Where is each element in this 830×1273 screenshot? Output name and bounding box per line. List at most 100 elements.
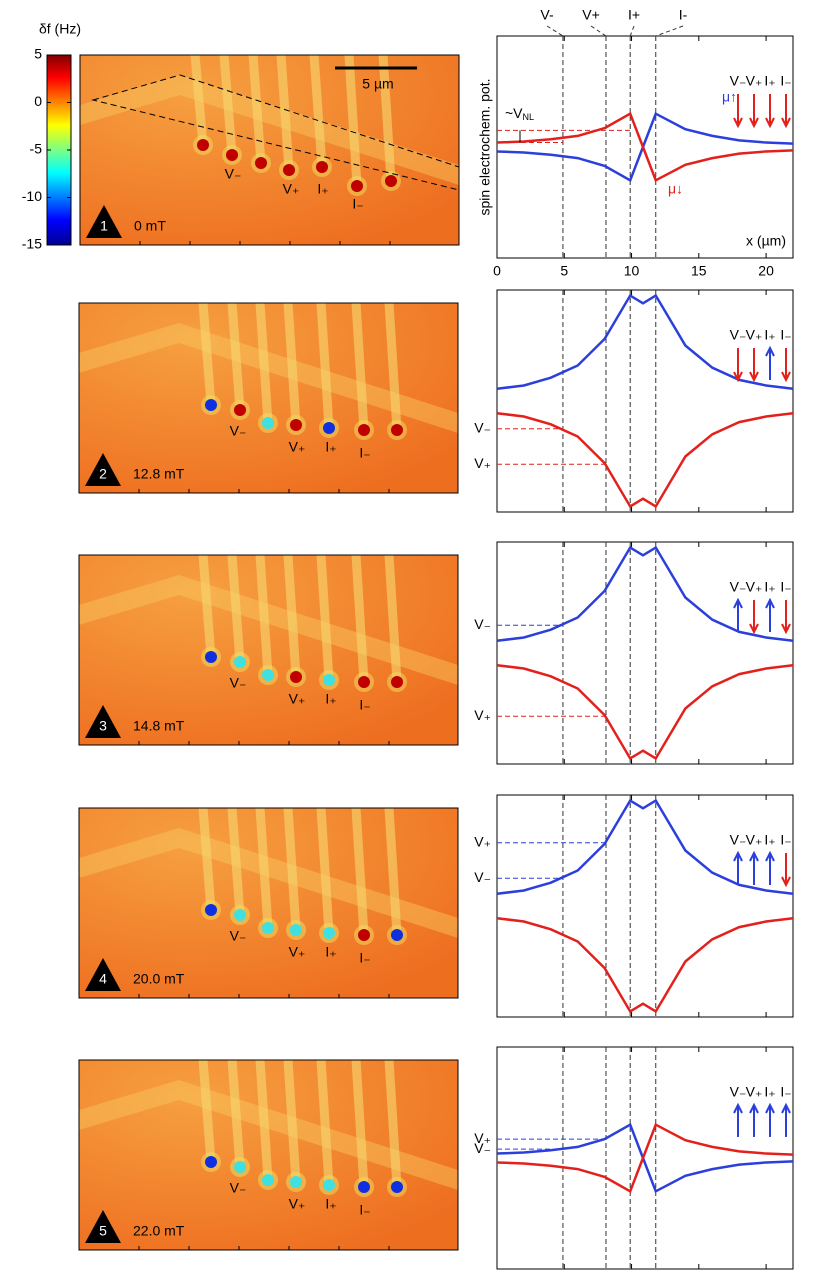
contact-label: I₊: [317, 181, 328, 197]
contact-label: I₋: [359, 950, 370, 966]
plot-frame: [496, 1046, 794, 1270]
contact-label: V₋: [225, 166, 242, 182]
contact-label: I₊: [325, 944, 336, 960]
contact-dot: [205, 1156, 217, 1168]
contact-dot: [391, 1181, 403, 1193]
panel-number: 4: [99, 971, 107, 987]
spin-arrow-head: [781, 371, 791, 383]
lead: [283, 1059, 301, 1183]
arrow-label: V₋: [730, 579, 747, 595]
lead: [351, 807, 369, 936]
curve-mu-up: [496, 293, 794, 391]
lead: [309, 54, 327, 168]
arrow-label: V₋: [730, 1084, 747, 1100]
contact-dot: [358, 1181, 370, 1193]
contact-label: V₋: [230, 423, 247, 439]
arrow-label: V₋: [730, 327, 747, 343]
contact-leader: [655, 25, 684, 37]
contact-dot: [262, 417, 274, 429]
lead: [283, 807, 301, 931]
reading-label: V₋: [474, 419, 491, 435]
lead: [316, 554, 334, 681]
contact-dot: [197, 139, 209, 151]
reading-label: V₊: [474, 833, 491, 849]
reading-label: V₋: [474, 869, 491, 885]
lead: [198, 807, 216, 911]
contact-label: V₊: [289, 1196, 306, 1212]
spin-arrow-head: [765, 850, 775, 862]
contact-dot: [316, 161, 328, 173]
contact-label: V₋: [230, 928, 247, 944]
lead: [351, 1059, 369, 1188]
contact-dot: [323, 674, 335, 686]
lead: [227, 554, 245, 663]
curve-mu-down: [496, 411, 794, 509]
contact-dot: [323, 1179, 335, 1191]
contact-dot: [226, 149, 238, 161]
spin-arrow-head: [749, 1102, 759, 1114]
arrow-label: I₋: [780, 327, 791, 343]
contact-label: I₋: [359, 697, 370, 713]
curve-mu-up: [496, 798, 794, 896]
panel-badge: [85, 1210, 121, 1243]
curve-mu-up: [496, 545, 794, 643]
field-label: 22.0 mT: [133, 1223, 185, 1239]
colorbar-tick-label: -15: [22, 236, 42, 252]
reading-label: V₊: [474, 1130, 491, 1146]
contact-dot: [290, 924, 302, 936]
contact-label: V₊: [283, 181, 300, 197]
image-frame: [78, 302, 459, 494]
reading-label: V₊: [474, 455, 491, 471]
arrow-label: V₋: [730, 73, 747, 89]
curve-label-down: μ↓: [668, 181, 683, 197]
contact-label: V₊: [289, 691, 306, 707]
panel-badge: [86, 205, 122, 238]
curve-mu-down: [496, 916, 794, 1014]
spin-arrow-head: [733, 1102, 743, 1114]
arrow-label: V₋: [730, 832, 747, 848]
spin-arrow-head: [765, 1102, 775, 1114]
lead: [384, 302, 402, 431]
lead: [227, 1059, 245, 1168]
contact-dot: [234, 656, 246, 668]
field-label: 14.8 mT: [133, 718, 185, 734]
spin-arrow-head: [733, 597, 743, 609]
arrow-label: I₋: [780, 832, 791, 848]
spin-arrow-head: [749, 371, 759, 383]
spin-arrow-head: [733, 371, 743, 383]
spin-arrow-head: [749, 117, 759, 129]
curve-mu-up: [496, 111, 794, 183]
spin-arrow-head: [781, 876, 791, 888]
colorbar-tick-label: 5: [34, 46, 42, 62]
reading-label: V₊: [474, 707, 491, 723]
panel-number: 3: [99, 718, 107, 734]
x-tick-label: 15: [691, 263, 707, 279]
contact-dot: [205, 399, 217, 411]
x-tick-label: 20: [758, 263, 774, 279]
lead: [351, 554, 369, 683]
contact-dot: [385, 175, 397, 187]
lead: [255, 302, 273, 424]
contact-label: I₊: [325, 439, 336, 455]
spin-arrow-head: [765, 117, 775, 129]
contact-top-label: V-: [540, 7, 554, 23]
contact-top-label: V+: [582, 7, 600, 23]
spin-arrow-head: [781, 1102, 791, 1114]
lead: [384, 554, 402, 683]
field-label: 20.0 mT: [133, 971, 185, 987]
lead: [255, 807, 273, 929]
plot-frame: [496, 289, 794, 513]
plot-frame: [496, 541, 794, 765]
nl-label-main: ~V: [505, 105, 523, 121]
colorbar-tick-label: 0: [34, 93, 42, 109]
contact-dot: [205, 904, 217, 916]
lead: [378, 54, 396, 182]
arrow-label: V₊: [746, 73, 763, 89]
field-label: 0 mT: [134, 218, 166, 234]
contact-dot: [262, 669, 274, 681]
arrow-label: I₊: [764, 579, 775, 595]
spin-arrow-head: [765, 597, 775, 609]
contact-dot: [391, 929, 403, 941]
contact-dot: [391, 424, 403, 436]
